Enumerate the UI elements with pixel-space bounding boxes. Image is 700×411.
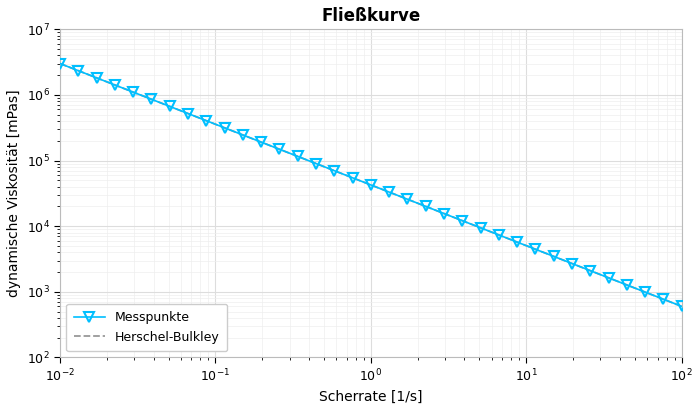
Messpunkte [147, 97, 155, 102]
Messpunkte [477, 225, 485, 230]
Herschel-Bulkley [540, 250, 549, 255]
Herschel-Bulkley [119, 86, 127, 91]
Messpunkte [293, 154, 302, 159]
Messpunkte [604, 275, 612, 280]
Messpunkte [385, 189, 393, 194]
Messpunkte [111, 83, 119, 88]
Herschel-Bulkley [307, 159, 316, 164]
X-axis label: Scherrate [1/s]: Scherrate [1/s] [319, 390, 423, 404]
Messpunkte [330, 168, 339, 173]
Messpunkte [349, 175, 357, 180]
Herschel-Bulkley [678, 304, 686, 309]
Messpunkte [184, 111, 192, 116]
Line: Herschel-Bulkley: Herschel-Bulkley [60, 64, 682, 306]
Messpunkte [220, 125, 229, 130]
Messpunkte [421, 204, 430, 209]
Messpunkte [92, 75, 101, 80]
Messpunkte [641, 290, 650, 295]
Herschel-Bulkley [330, 168, 338, 173]
Messpunkte [531, 247, 540, 252]
Y-axis label: dynamische Viskosität [mPas]: dynamische Viskosität [mPas] [7, 90, 21, 297]
Herschel-Bulkley [483, 228, 491, 233]
Messpunkte [367, 182, 375, 187]
Messpunkte [550, 254, 558, 259]
Title: Fließkurve: Fließkurve [321, 7, 421, 25]
Messpunkte [403, 197, 412, 202]
Legend: Messpunkte, Herschel-Bulkley: Messpunkte, Herschel-Bulkley [66, 304, 228, 351]
Messpunkte [623, 282, 631, 287]
Messpunkte [129, 90, 137, 95]
Messpunkte [586, 268, 594, 273]
Messpunkte [495, 233, 503, 238]
Messpunkte [56, 61, 64, 66]
Messpunkte [458, 218, 466, 223]
Line: Messpunkte: Messpunkte [55, 59, 687, 311]
Messpunkte [678, 304, 686, 309]
Messpunkte [239, 132, 247, 137]
Messpunkte [257, 140, 265, 145]
Messpunkte [165, 104, 174, 109]
Messpunkte [568, 261, 576, 266]
Herschel-Bulkley [552, 255, 560, 260]
Messpunkte [275, 147, 284, 152]
Herschel-Bulkley [56, 61, 64, 66]
Messpunkte [440, 211, 448, 216]
Messpunkte [659, 297, 668, 302]
Messpunkte [74, 68, 83, 73]
Messpunkte [202, 118, 211, 123]
Messpunkte [513, 240, 522, 245]
Messpunkte [312, 161, 320, 166]
